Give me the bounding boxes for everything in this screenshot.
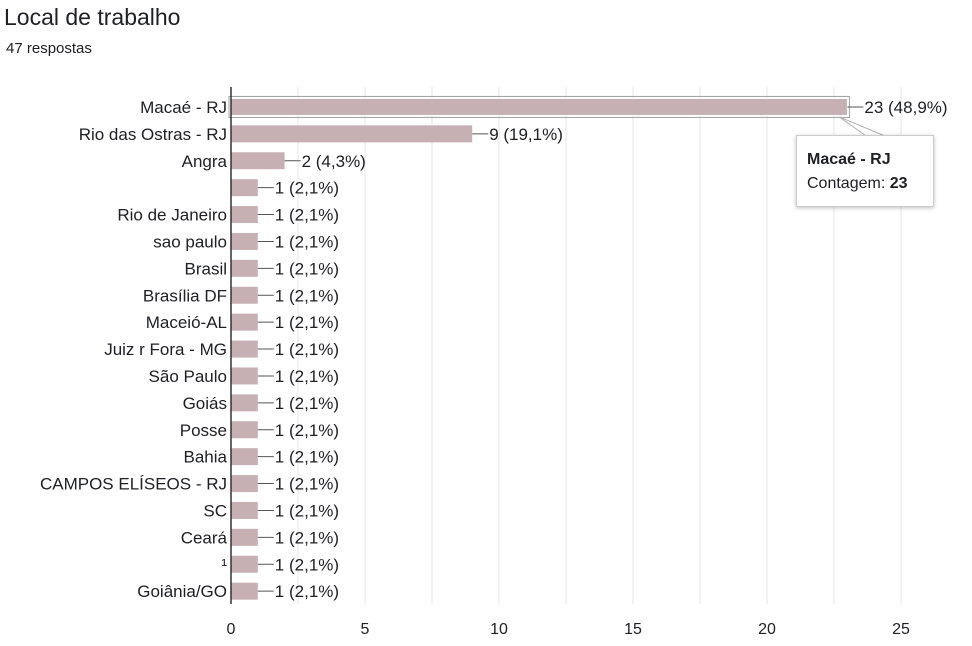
bar	[231, 501, 258, 519]
data-label: 1 (2,1%)	[275, 313, 339, 332]
data-label: 1 (2,1%)	[275, 179, 339, 198]
x-tick-label: 0	[227, 621, 236, 638]
bar	[231, 125, 473, 143]
bar	[231, 313, 258, 331]
tooltip-pointer	[839, 116, 886, 137]
category-label: ¹	[221, 555, 227, 574]
tooltip-label: Contagem:	[807, 175, 886, 192]
x-tick-label: 15	[624, 621, 642, 638]
category-label: sao paulo	[153, 232, 227, 251]
bar-tooltip: Macaé - RJ Contagem: 23	[796, 135, 934, 207]
tooltip-title: Macaé - RJ	[807, 151, 891, 168]
data-label: 1 (2,1%)	[275, 501, 339, 520]
category-label: Angra	[182, 152, 228, 171]
data-label: 1 (2,1%)	[275, 394, 339, 413]
chart-title: Local de trabalho	[4, 4, 181, 30]
category-label: Juiz r Fora - MG	[104, 340, 227, 359]
data-label: 1 (2,1%)	[275, 555, 339, 574]
data-label: 1 (2,1%)	[275, 528, 339, 547]
bar	[231, 555, 258, 573]
bar	[231, 528, 258, 546]
data-label: 1 (2,1%)	[275, 448, 339, 467]
labels: 0 5 10 15 20 25 Macaé - RJ 23 (48,9%) Rio das Os…	[40, 98, 948, 638]
category-label: São Paulo	[149, 367, 227, 386]
data-label: 9 (19,1%)	[489, 125, 563, 144]
category-label: Brasil	[184, 259, 227, 278]
bar	[231, 152, 285, 170]
category-label: Posse	[180, 421, 227, 440]
response-count: 47 respostas	[6, 40, 92, 57]
bar	[231, 367, 258, 385]
bar	[231, 394, 258, 412]
category-label: Brasília DF	[143, 286, 227, 305]
data-label: 1 (2,1%)	[275, 475, 339, 494]
data-label: 1 (2,1%)	[275, 232, 339, 251]
data-label: 1 (2,1%)	[275, 421, 339, 440]
bar	[231, 206, 258, 224]
bar	[231, 259, 258, 277]
x-tick-label: 20	[758, 621, 776, 638]
category-label: Maceió-AL	[146, 313, 227, 332]
x-tick-label: 10	[490, 621, 508, 638]
category-label: SC	[203, 501, 227, 520]
bar	[231, 448, 258, 466]
x-tick-label: 25	[892, 621, 910, 638]
x-tick-label: 5	[361, 621, 370, 638]
category-label: Ceará	[181, 528, 228, 547]
bar	[231, 582, 258, 600]
category-label: Rio das Ostras - RJ	[79, 125, 227, 144]
category-label: Goiás	[183, 394, 227, 413]
category-label: CAMPOS ELÍSEOS - RJ	[40, 475, 227, 494]
bars	[228, 95, 850, 600]
category-label: Macaé - RJ	[140, 98, 227, 117]
category-label: Goiânia/GO	[137, 582, 227, 601]
bar	[231, 475, 258, 493]
bar	[231, 286, 258, 304]
data-label: 1 (2,1%)	[275, 340, 339, 359]
data-label: 1 (2,1%)	[275, 582, 339, 601]
bar	[231, 421, 258, 439]
bar	[230, 97, 848, 116]
data-label: 1 (2,1%)	[275, 367, 339, 386]
data-label: 1 (2,1%)	[275, 286, 339, 305]
bar	[231, 232, 258, 250]
data-label: 2 (4,3%)	[302, 152, 366, 171]
data-label: 23 (48,9%)	[864, 98, 947, 117]
bar	[231, 340, 258, 358]
data-label: 1 (2,1%)	[275, 206, 339, 225]
data-label: 1 (2,1%)	[275, 259, 339, 278]
category-label: Rio de Janeiro	[117, 206, 227, 225]
tooltip-value: 23	[889, 175, 908, 192]
bar	[231, 179, 258, 197]
category-label: Bahia	[184, 448, 228, 467]
